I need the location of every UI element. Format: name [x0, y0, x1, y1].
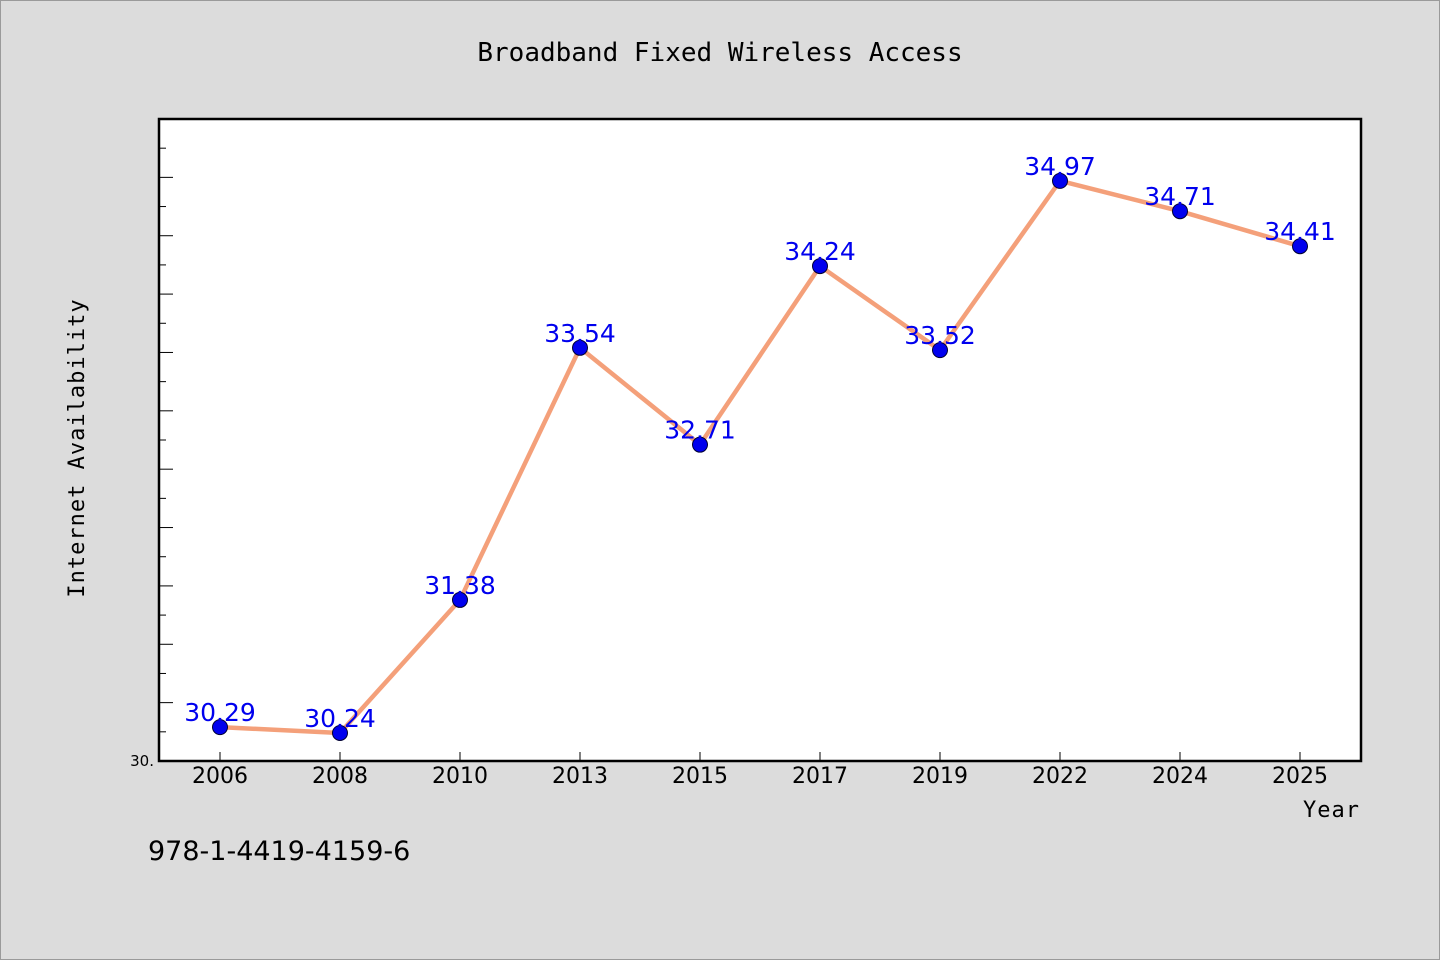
data-point: [812, 258, 828, 275]
y-axis-label: Internet Availability: [65, 298, 90, 597]
data-label: 31.38: [424, 571, 496, 600]
x-tick-label: 2006: [192, 764, 248, 789]
x-tick-label: 2013: [552, 764, 608, 789]
x-axis-label: Year: [1303, 798, 1360, 823]
chart-title: Broadband Fixed Wireless Access: [477, 38, 962, 68]
x-tick-label: 2024: [1152, 764, 1208, 789]
data-label: 34.41: [1264, 217, 1336, 246]
y-tick-label: 30.: [130, 752, 154, 770]
data-point: [1172, 203, 1188, 220]
data-point: [1052, 172, 1068, 189]
data-point: [452, 591, 468, 608]
isbn-label: 978-1-4419-4159-6: [148, 836, 411, 867]
data-point: [212, 719, 228, 736]
data-label: 34.97: [1024, 152, 1096, 181]
x-axis-ticks: 2006 2008 2010 2013 2015 2017 2019 2022 2024 2025: [192, 752, 1328, 789]
x-tick-label: 2017: [792, 764, 848, 789]
data-label: 34.24: [784, 237, 856, 266]
data-labels-group: 30.29 30.24 31.38 33.54 32.71 34.24 33.52 34.97…: [184, 152, 1336, 733]
series-line-group: [217, 178, 1303, 736]
x-tick-label: 2008: [312, 764, 368, 789]
y-axis-ticks: [159, 118, 173, 762]
data-point: [332, 724, 348, 741]
x-tick-label: 2015: [672, 764, 728, 789]
markers-group: [212, 172, 1308, 741]
data-label: 33.54: [544, 319, 616, 348]
data-point: [572, 339, 588, 356]
data-point: [1292, 238, 1308, 255]
data-label: 33.52: [904, 321, 976, 350]
data-label: 30.24: [304, 704, 376, 733]
x-tick-label: 2019: [912, 764, 968, 789]
data-label: 30.29: [184, 698, 256, 727]
data-label: 32.71: [664, 416, 736, 445]
data-point: [932, 342, 948, 359]
plot-area: [157, 117, 1363, 763]
x-tick-label: 2010: [432, 764, 488, 789]
x-tick-label: 2022: [1032, 764, 1088, 789]
x-tick-label: 2025: [1272, 764, 1328, 789]
data-point: [692, 436, 708, 453]
series-line: [217, 178, 1303, 736]
data-label: 34.71: [1144, 182, 1216, 211]
